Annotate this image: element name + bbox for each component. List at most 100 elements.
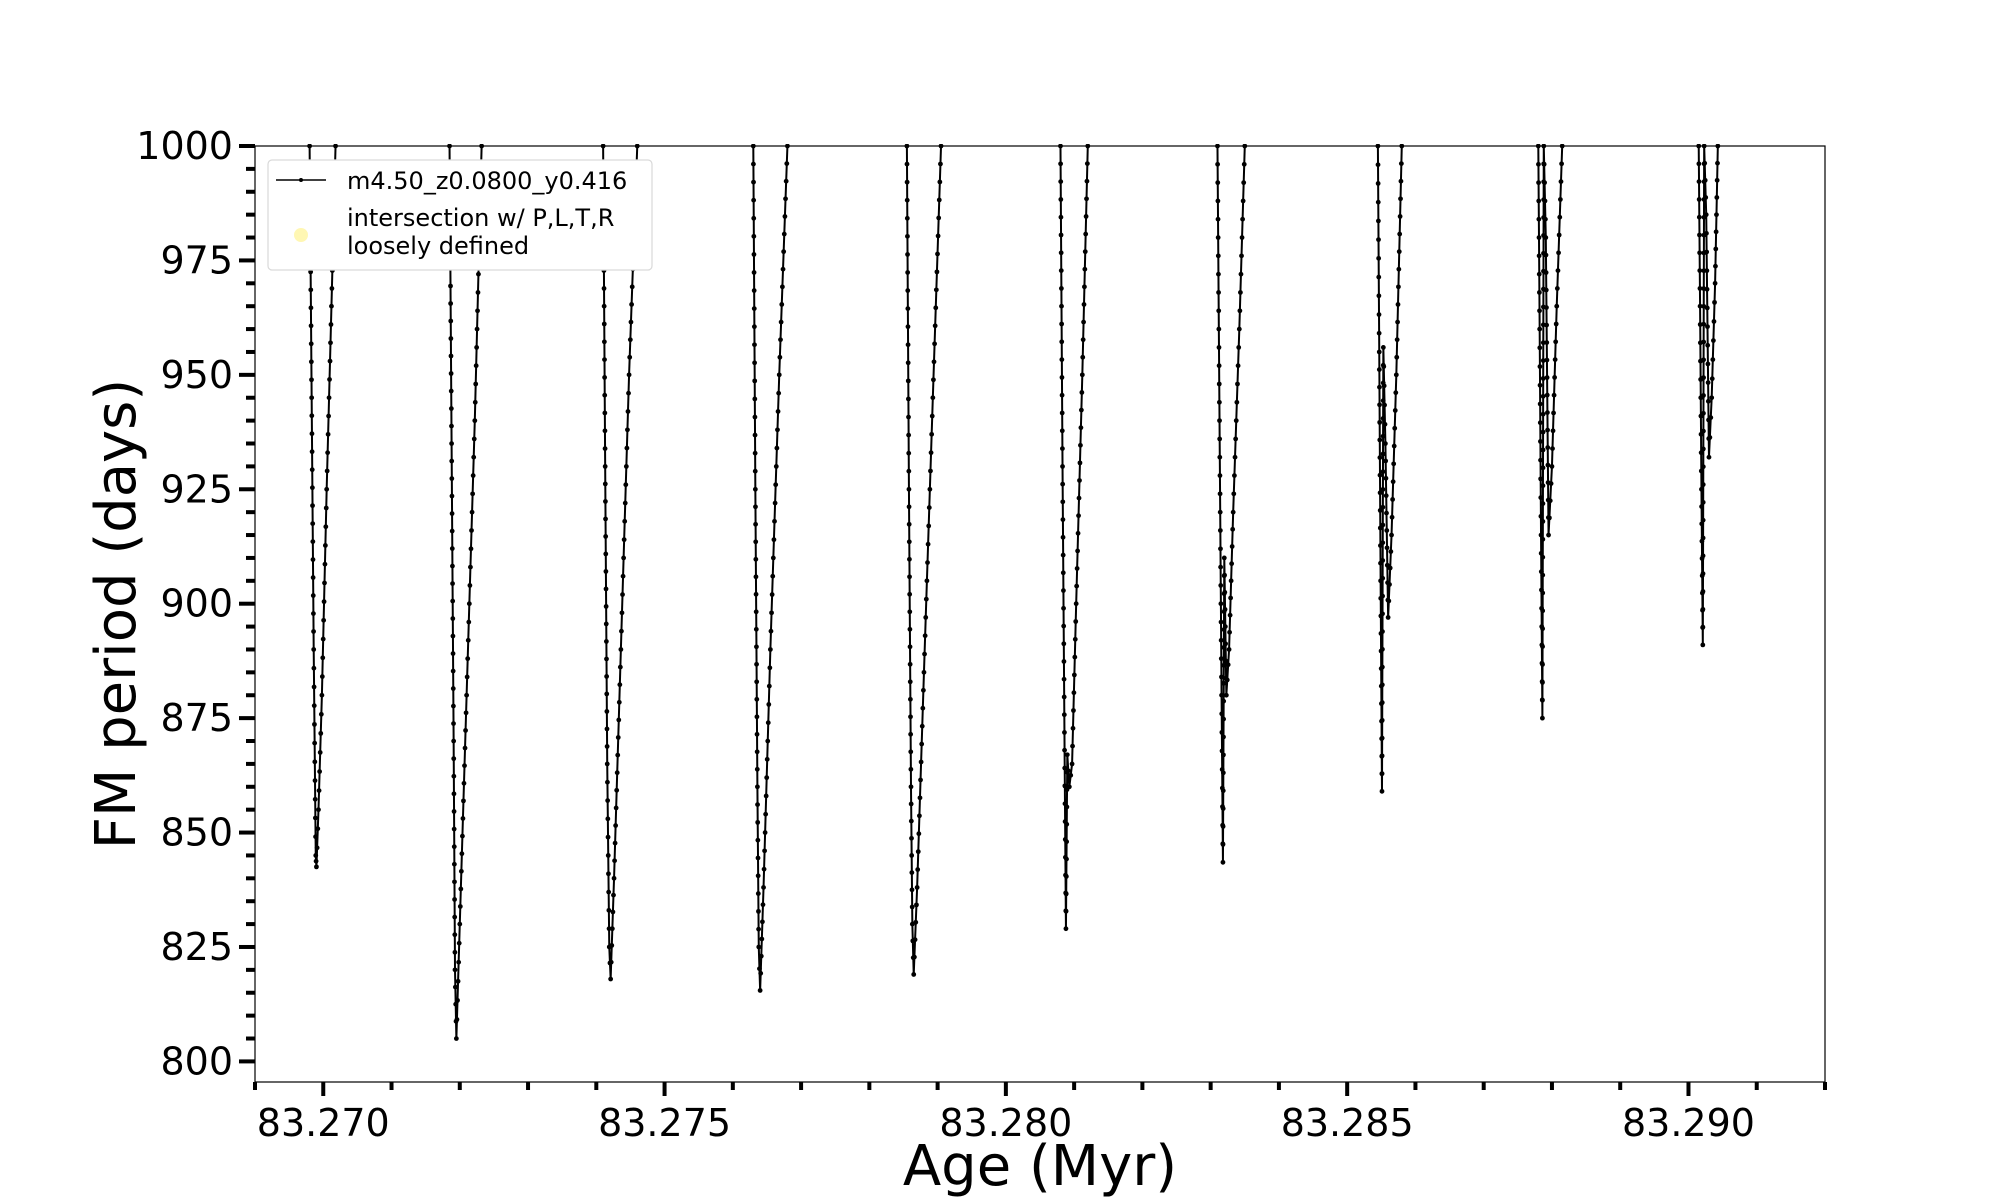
data-point (1073, 619, 1079, 624)
data-point (1058, 197, 1064, 202)
data-point (1229, 561, 1235, 567)
data-point (603, 498, 608, 504)
data-point (1220, 842, 1226, 847)
data-point (470, 491, 476, 497)
legend-label-series: m4.50_z0.0800_y0.416 (347, 167, 627, 195)
data-point (452, 949, 458, 955)
y-tick-label: 875 (160, 696, 233, 740)
data-point (1080, 337, 1086, 343)
data-point (1537, 364, 1543, 369)
data-point (1714, 212, 1719, 218)
data-point (312, 740, 318, 746)
data-point (325, 450, 331, 456)
series-line-cycle-4 (752, 145, 789, 991)
data-point (1377, 402, 1382, 408)
data-point (1379, 771, 1385, 776)
data-point (1697, 232, 1702, 238)
y-tick-label: 800 (160, 1039, 233, 1083)
data-point (935, 233, 941, 239)
data-point (1389, 514, 1395, 520)
data-point (1715, 160, 1720, 166)
data-point (1701, 410, 1706, 416)
data-point (313, 834, 318, 840)
data-point (1221, 555, 1227, 561)
data-point (1221, 645, 1227, 650)
data-point (1216, 290, 1221, 295)
data-point (1217, 454, 1223, 460)
data-point (448, 318, 454, 324)
data-point (1392, 425, 1398, 431)
data-point (1233, 418, 1239, 424)
data-point (457, 921, 463, 927)
data-point (1062, 765, 1068, 771)
data-point (751, 179, 756, 185)
data-point (918, 777, 923, 783)
data-point (905, 252, 910, 257)
data-point (783, 178, 789, 184)
data-point (1696, 161, 1702, 167)
y-axis-label: FM period (days) (84, 379, 149, 849)
data-point (756, 926, 762, 932)
data-point (1217, 473, 1223, 478)
data-point (1239, 253, 1244, 259)
data-point (313, 853, 319, 858)
data-point (1217, 418, 1222, 424)
data-point (1548, 481, 1554, 486)
data-point (1217, 491, 1223, 497)
data-point (621, 537, 627, 543)
series-layer (307, 144, 1721, 1041)
data-point (616, 717, 622, 723)
data-point (1379, 788, 1385, 794)
data-point (1381, 383, 1387, 389)
series-line-cycle-2 (448, 145, 483, 1039)
data-point (1375, 181, 1381, 186)
data-point (610, 909, 616, 915)
data-point (1222, 589, 1228, 595)
data-point (1713, 263, 1718, 269)
data-point (450, 563, 455, 569)
data-point (1063, 874, 1069, 879)
data-point (1219, 748, 1225, 754)
data-point (602, 428, 608, 434)
data-point (1219, 674, 1224, 680)
data-point (753, 556, 759, 562)
legend: m4.50_z0.0800_y0.416 intersection w/ P,L… (267, 159, 653, 271)
data-point (602, 374, 608, 380)
data-point (320, 655, 326, 661)
data-point (1700, 571, 1706, 577)
data-point (1216, 308, 1222, 314)
data-point (926, 523, 932, 529)
data-point (312, 796, 318, 802)
data-point (1540, 644, 1545, 650)
data-point (1072, 636, 1078, 642)
data-point (905, 342, 911, 348)
data-point (913, 919, 919, 925)
data-point (906, 504, 912, 510)
data-point (1063, 908, 1069, 914)
data-point (909, 853, 915, 858)
data-point (753, 521, 758, 527)
data-point (1219, 729, 1225, 735)
data-point (1390, 479, 1396, 485)
data-point (1078, 407, 1084, 413)
data-point (754, 714, 760, 720)
data-point (1698, 468, 1704, 474)
data-point (1074, 583, 1080, 589)
data-point (1545, 462, 1551, 468)
data-point (923, 615, 929, 620)
data-point (1543, 235, 1549, 240)
data-point (1700, 482, 1706, 487)
data-point (908, 818, 914, 824)
data-point (1396, 249, 1402, 255)
data-point (449, 511, 455, 516)
data-point (1071, 690, 1077, 696)
x-axis-label: Age (Myr) (903, 1134, 1177, 1199)
data-point (1063, 926, 1069, 932)
data-point (1536, 198, 1542, 204)
data-point (1084, 178, 1090, 184)
data-point (1216, 381, 1222, 387)
data-point (465, 637, 471, 643)
x-tick-label: 83.280 (939, 1101, 1072, 1145)
data-point (312, 759, 318, 765)
